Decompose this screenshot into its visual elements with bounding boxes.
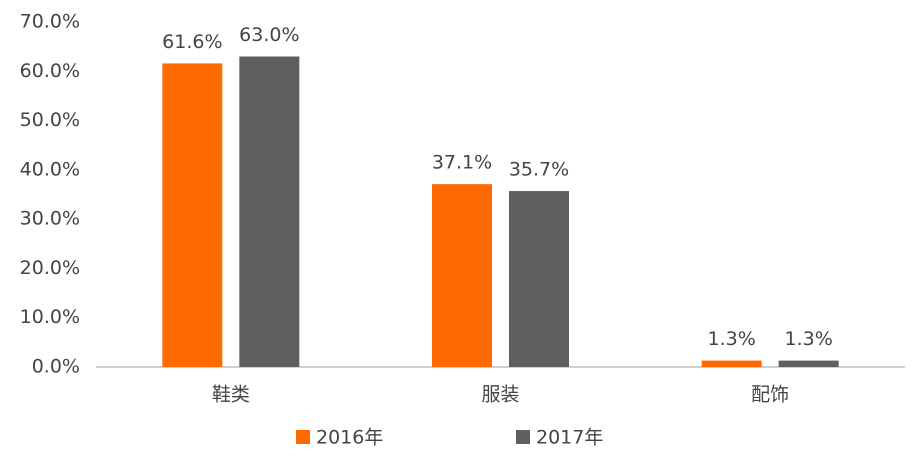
bar bbox=[162, 63, 223, 368]
x-tick-label: 服装 bbox=[481, 384, 519, 406]
legend-label: 2017年 bbox=[536, 427, 603, 449]
data-label: 1.3% bbox=[708, 328, 756, 350]
x-tick-label: 鞋类 bbox=[212, 384, 250, 406]
legend-label: 2016年 bbox=[316, 427, 383, 449]
y-tick-label: 20.0% bbox=[20, 257, 80, 279]
bar bbox=[239, 56, 300, 367]
data-label: 63.0% bbox=[239, 24, 299, 46]
data-label: 35.7% bbox=[509, 159, 569, 181]
legend-swatch bbox=[516, 430, 530, 444]
y-tick-label: 60.0% bbox=[20, 60, 80, 82]
y-tick-label: 50.0% bbox=[20, 109, 80, 131]
bar bbox=[509, 191, 569, 367]
data-label: 61.6% bbox=[162, 31, 222, 53]
bar bbox=[432, 184, 492, 367]
y-tick-label: 40.0% bbox=[20, 158, 80, 180]
data-label: 37.1% bbox=[432, 152, 492, 174]
y-tick-label: 70.0% bbox=[20, 11, 80, 33]
y-tick-label: 0.0% bbox=[32, 356, 80, 378]
legend-swatch bbox=[296, 430, 310, 444]
data-label: 1.3% bbox=[785, 328, 833, 350]
x-tick-label: 配饰 bbox=[751, 384, 789, 406]
y-tick-label: 10.0% bbox=[20, 306, 80, 328]
bar bbox=[778, 360, 839, 367]
bar bbox=[701, 360, 762, 367]
y-tick-label: 30.0% bbox=[20, 208, 80, 230]
